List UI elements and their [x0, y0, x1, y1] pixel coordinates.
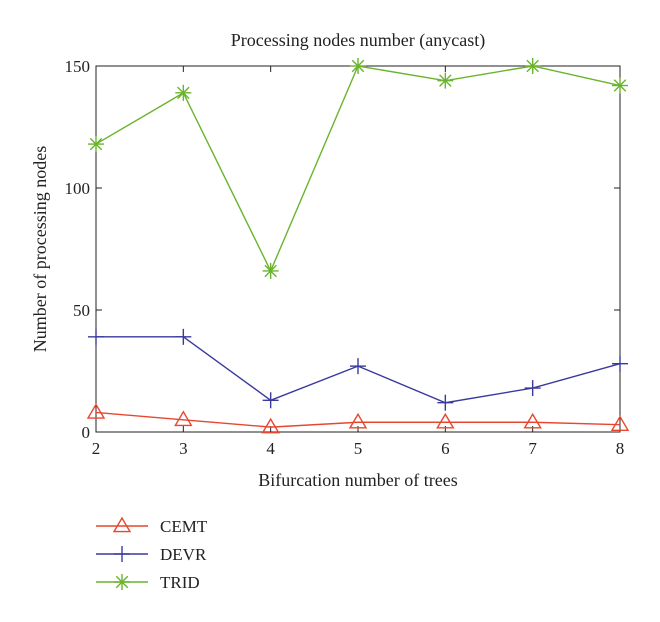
asterisk-marker-d2 — [351, 59, 365, 73]
data-point-cemt — [523, 412, 542, 429]
data-point-cemt — [436, 412, 455, 429]
data-point-trid — [524, 58, 541, 74]
asterisk-marker-d2 — [439, 74, 452, 87]
triangle-marker-shape — [86, 403, 106, 419]
data-point-trid — [437, 72, 454, 89]
legend-marker-trid — [114, 574, 130, 590]
series-devr — [88, 328, 628, 411]
triangle-marker-shape — [523, 412, 542, 429]
legend-item-trid: TRID — [96, 573, 200, 592]
triangle-marker-shape — [174, 410, 193, 427]
legend-label-cemt: CEMT — [160, 517, 208, 536]
series-cemt — [86, 403, 630, 434]
series-layer — [86, 58, 630, 434]
data-point-trid — [350, 58, 366, 74]
data-point-cemt — [86, 403, 106, 419]
y-axis: 0 50 100 150 — [65, 57, 620, 442]
legend: CEMT DEVR TRID — [96, 516, 208, 592]
legend-marker-devr — [114, 546, 130, 562]
data-point-devr — [612, 355, 628, 372]
asterisk-marker-d2 — [89, 137, 103, 151]
x-tick-label: 7 — [528, 439, 537, 458]
y-axis-title: Number of processing nodes — [30, 146, 50, 352]
triangle-marker-shape — [610, 415, 630, 431]
legend-item-devr: DEVR — [96, 545, 207, 564]
x-axis: 2 3 4 5 6 7 8 — [92, 66, 625, 458]
data-point-devr — [350, 358, 366, 375]
data-point-cemt — [261, 417, 280, 434]
y-tick-label: 100 — [65, 179, 91, 198]
data-point-devr — [524, 380, 541, 397]
data-point-trid — [262, 262, 279, 279]
x-tick-label: 8 — [616, 439, 625, 458]
x-tick-label: 6 — [441, 439, 450, 458]
series-line-trid — [95, 65, 621, 273]
asterisk-marker-d2 — [177, 86, 190, 100]
data-point-devr — [88, 328, 104, 345]
chart-title: Processing nodes number (anycast) — [231, 30, 485, 51]
data-point-devr — [175, 328, 192, 345]
asterisk-marker-d2 — [264, 264, 277, 278]
legend-item-cemt: CEMT — [96, 516, 208, 536]
data-point-trid — [612, 77, 628, 94]
triangle-marker-shape — [348, 412, 368, 429]
x-tick-label: 2 — [92, 439, 101, 458]
x-tick-label: 4 — [266, 439, 275, 458]
data-point-trid — [88, 136, 104, 153]
asterisk-marker-d2 — [115, 575, 129, 589]
data-point-cemt — [348, 412, 368, 429]
legend-label-trid: TRID — [160, 573, 200, 592]
data-point-trid — [175, 84, 192, 101]
series-trid — [88, 58, 628, 279]
series-line-cemt — [95, 411, 621, 428]
plot-frame — [95, 65, 621, 433]
data-point-cemt — [610, 415, 630, 431]
x-tick-label: 5 — [354, 439, 363, 458]
legend-label-devr: DEVR — [160, 545, 207, 564]
legend-marker-cemt — [112, 516, 132, 533]
triangle-marker-shape — [261, 417, 280, 434]
y-tick-label: 0 — [82, 423, 91, 442]
asterisk-marker-d2 — [613, 79, 627, 92]
x-axis-title: Bifurcation number of trees — [258, 470, 457, 490]
data-point-devr — [437, 394, 454, 411]
y-tick-label: 150 — [65, 57, 91, 76]
asterisk-marker-d2 — [526, 59, 539, 73]
data-point-devr — [262, 392, 279, 409]
triangle-marker-shape — [112, 516, 132, 533]
y-tick-label: 50 — [73, 301, 90, 320]
x-tick-label: 3 — [179, 439, 188, 458]
data-point-cemt — [174, 410, 193, 427]
triangle-marker-shape — [436, 412, 455, 429]
